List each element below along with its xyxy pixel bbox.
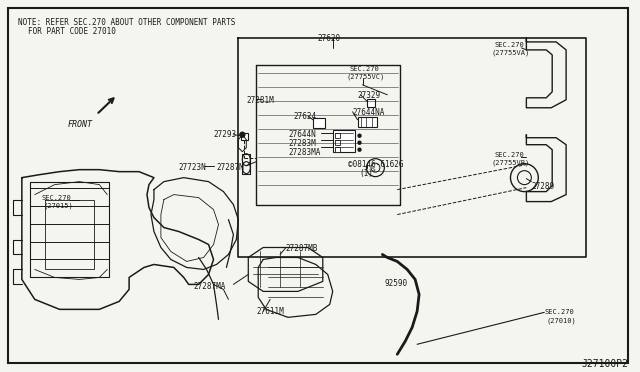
Text: (27755VC): (27755VC) — [347, 74, 385, 80]
Circle shape — [358, 134, 361, 137]
Text: SEC.270: SEC.270 — [42, 195, 72, 201]
Text: 27287M: 27287M — [216, 163, 244, 171]
Text: 27644N: 27644N — [288, 130, 316, 139]
Text: SEC.270: SEC.270 — [495, 42, 524, 48]
Bar — [335, 133, 340, 138]
Text: (27010): (27010) — [547, 317, 576, 324]
Circle shape — [358, 141, 361, 144]
Text: 27289: 27289 — [531, 182, 554, 190]
Text: (27015): (27015) — [44, 203, 74, 209]
Circle shape — [240, 132, 245, 137]
Text: 27293: 27293 — [214, 130, 237, 139]
Text: 27329: 27329 — [358, 91, 381, 100]
Text: FRONT: FRONT — [68, 120, 93, 129]
Text: SEC.270: SEC.270 — [349, 66, 380, 72]
Text: 27287MB: 27287MB — [285, 244, 317, 253]
Circle shape — [358, 148, 361, 151]
Text: (1): (1) — [360, 169, 373, 178]
Bar — [367, 99, 376, 107]
Text: SEC.270: SEC.270 — [544, 310, 574, 315]
Text: 27287MA: 27287MA — [194, 282, 226, 291]
Text: 27644NA: 27644NA — [353, 108, 385, 117]
Text: SEC.270: SEC.270 — [495, 152, 524, 158]
Text: 92590: 92590 — [385, 279, 408, 288]
Text: NOTE: REFER SEC.270 ABOUT OTHER COMPONENT PARTS: NOTE: REFER SEC.270 ABOUT OTHER COMPONEN… — [18, 18, 236, 27]
Bar — [358, 117, 378, 127]
Text: ©08146-6162G: ©08146-6162G — [348, 160, 403, 169]
Text: J27100P2: J27100P2 — [581, 359, 628, 369]
Text: FOR PART CODE 27010: FOR PART CODE 27010 — [28, 27, 116, 36]
Bar — [335, 140, 340, 145]
Bar — [313, 118, 324, 128]
Text: 27611M: 27611M — [256, 307, 284, 316]
Text: 27283M: 27283M — [288, 139, 316, 148]
Text: 27624: 27624 — [293, 112, 316, 121]
Text: 27620: 27620 — [318, 34, 341, 43]
Text: 27281M: 27281M — [246, 96, 274, 105]
Text: (27755VA): (27755VA) — [492, 50, 530, 57]
Text: (27755VB): (27755VB) — [492, 160, 530, 166]
Text: S: S — [372, 167, 376, 171]
Bar — [335, 147, 340, 152]
Bar — [333, 130, 355, 152]
Bar — [241, 133, 248, 140]
Text: 27283MA: 27283MA — [288, 148, 321, 157]
Text: 27723N: 27723N — [179, 163, 207, 171]
